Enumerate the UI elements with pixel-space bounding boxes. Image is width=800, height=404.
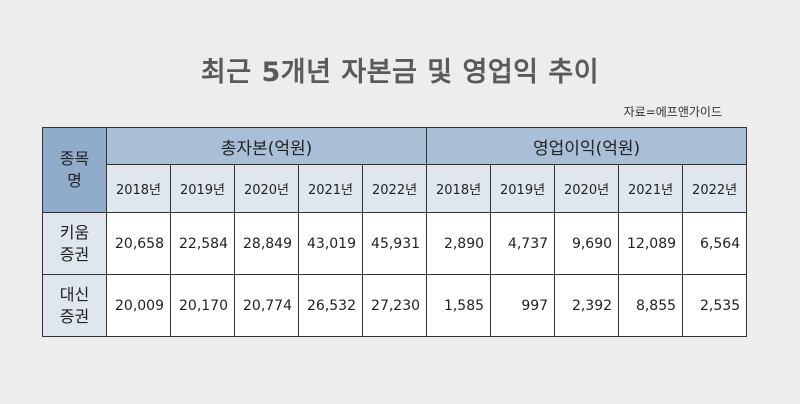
capital-cell: 27,230 <box>361 274 428 337</box>
capital-year-header: 2022년 <box>361 164 428 213</box>
profit-cell: 9,690 <box>554 212 620 275</box>
page-title: 최근 5개년 자본금 및 영업익 추이 <box>200 57 600 88</box>
capital-cell: 22,584 <box>170 212 235 275</box>
capital-cell: 26,532 <box>298 274 363 337</box>
stock-name-cell: 대신 증권 <box>42 274 107 337</box>
profit-cell: 4,737 <box>490 212 556 275</box>
stock-header-line-1: 종목 <box>59 149 90 168</box>
header-row-groups: 종목 명 총자본(억원) 영업이익(억원) <box>42 127 748 213</box>
table-row: 키움 증권 20,658 22,584 28,849 43,019 45,931… <box>42 212 748 275</box>
profit-cell: 2,890 <box>426 212 492 275</box>
stock-name-cell: 키움 증권 <box>42 212 107 275</box>
capital-group-header: 총자본(억원) <box>105 127 428 165</box>
profit-cell: 1,585 <box>426 274 492 337</box>
capital-year-header: 2020년 <box>234 164 299 213</box>
stock-name-line-1: 키움 <box>59 222 90 242</box>
profit-group-header: 영업이익(억원) <box>426 127 748 165</box>
profit-year-header: 2018년 <box>426 164 492 213</box>
capital-cell: 20,170 <box>170 274 235 337</box>
capital-year-header: 2018년 <box>106 164 171 213</box>
profit-year-header: 2022년 <box>682 164 748 213</box>
profit-year-header: 2021년 <box>618 164 684 213</box>
data-table: 종목 명 총자본(억원) 영업이익(억원) 2018년 2019년 2020년 … <box>42 127 748 337</box>
table-row: 대신 증권 20,009 20,170 20,774 26,532 27,230… <box>42 274 748 337</box>
profit-cell: 8,855 <box>618 274 684 337</box>
stock-name-line-1: 대신 <box>59 284 90 304</box>
profit-year-header: 2020년 <box>554 164 620 213</box>
capital-cell: 20,658 <box>106 212 171 275</box>
profit-cell: 2,535 <box>682 274 748 337</box>
capital-cell: 28,849 <box>234 212 299 275</box>
capital-year-header: 2021년 <box>298 164 363 213</box>
stock-name-line-2: 증권 <box>59 306 90 326</box>
header-row-years: 2018년 2019년 2020년 2021년 2022년 2018년 2019… <box>43 164 748 213</box>
capital-cell: 20,774 <box>234 274 299 337</box>
capital-cell: 45,931 <box>361 212 428 275</box>
profit-cell: 12,089 <box>618 212 684 275</box>
capital-cell: 20,009 <box>106 274 171 337</box>
capital-cell: 43,019 <box>298 212 363 275</box>
profit-year-header: 2019년 <box>490 164 556 213</box>
profit-cell: 2,392 <box>554 274 620 337</box>
stock-name-header: 종목 명 <box>42 127 107 213</box>
stock-header-line-2: 명 <box>67 171 82 190</box>
profit-cell: 6,564 <box>682 212 748 275</box>
source-note: 자료=에프앤가이드 <box>623 105 722 119</box>
stock-name-line-2: 증권 <box>59 244 90 264</box>
profit-cell: 997 <box>490 274 556 337</box>
capital-year-header: 2019년 <box>170 164 235 213</box>
